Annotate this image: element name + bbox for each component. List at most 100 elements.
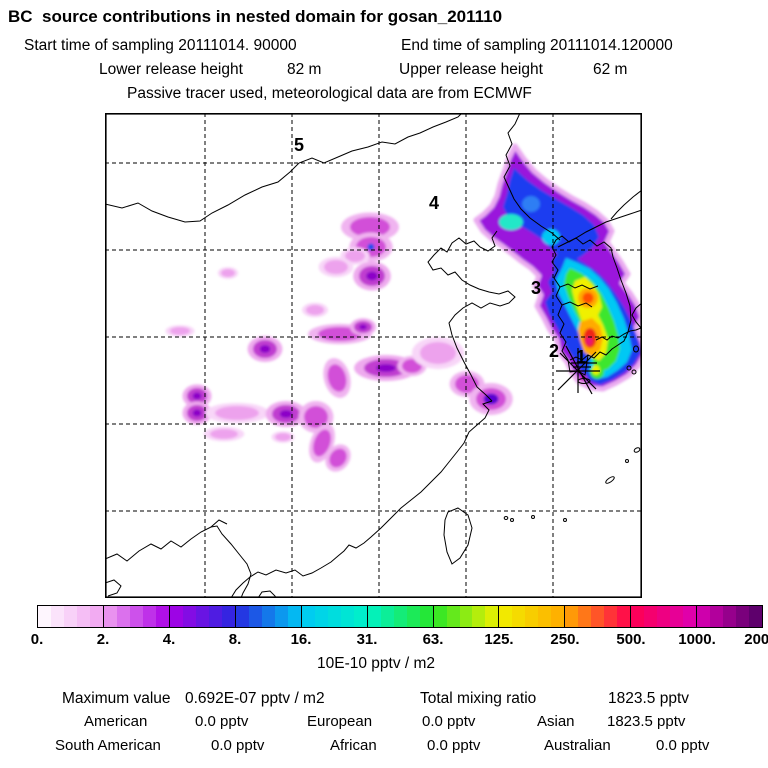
colorbar-cell (300, 606, 315, 627)
day-marker-1: 1 (576, 347, 586, 367)
colorbar-tick-2: 2. (96, 631, 110, 648)
australian-label: Australian (544, 737, 611, 754)
colorbar-cell (274, 606, 288, 627)
colorbar-cell (683, 606, 697, 627)
plume-contours (473, 143, 642, 392)
colorbar-cell (234, 606, 249, 627)
colorbar-cell (327, 606, 341, 627)
colorbar-cell (248, 606, 262, 627)
lower-release-value: 82 m (287, 61, 322, 78)
receptor-star-marker (556, 345, 600, 395)
total-mixing-ratio-value: 1823.5 pptv (608, 690, 690, 707)
colorbar-cell (208, 606, 222, 627)
colorbar-cell (498, 606, 513, 627)
colorbar-cell (142, 606, 156, 627)
asian-label: Asian (537, 713, 575, 730)
colorbar-cell (538, 606, 552, 627)
contribution-blobs (165, 212, 513, 472)
end-time-text: End time of sampling 20111014.120000 (401, 37, 673, 54)
colorbar-cell (76, 606, 90, 627)
plot-title: BC source contributions in nested domain… (8, 7, 503, 26)
colorbar-cell (551, 606, 565, 627)
american-label: American (84, 713, 148, 730)
day-marker-3: 3 (531, 278, 541, 298)
colorbar-cell (696, 606, 711, 627)
colorbar-cell (630, 606, 645, 627)
colorbar-cell (617, 606, 631, 627)
south-american-value: 0.0 pptv (211, 737, 265, 754)
colorbar-tick-4: 4. (162, 631, 176, 648)
colorbar-cell (459, 606, 473, 627)
map-svg: 5 4 3 2 1 (105, 113, 643, 598)
day-marker-5: 5 (294, 135, 304, 155)
colorbar-cell (670, 606, 684, 627)
day-marker-2: 2 (549, 341, 559, 361)
colorbar-tick-250: 250. (550, 631, 580, 648)
colorbar-cell (380, 606, 394, 627)
asian-value: 1823.5 pptv (607, 713, 686, 730)
colorbar-cell (182, 606, 196, 627)
taiwan-island (443, 507, 473, 565)
colorbar-cell (38, 606, 51, 627)
european-label: European (307, 713, 373, 730)
day-marker-labels: 5 4 3 2 1 (294, 135, 586, 367)
colorbar-tick-1000: 1000. (678, 631, 716, 648)
colorbar-cell (89, 606, 103, 627)
african-value: 0.0 pptv (427, 737, 481, 754)
maximum-value: 0.692E-07 pptv / m2 (185, 690, 325, 707)
colorbar-tick-labels: 0. 2. 4. 8. 16. 31. 63. 125. 250. 500. 1000. 2000. (0, 631, 768, 649)
colorbar-cell (591, 606, 605, 627)
colorbar-cell (261, 606, 275, 627)
start-time-text: Start time of sampling 20111014. 90000 (24, 37, 297, 54)
colorbar-cell (749, 606, 763, 627)
colorbar (37, 605, 763, 628)
colorbar-cell (710, 606, 724, 627)
colorbar-caption: 10E-10 pptv / m2 (317, 655, 436, 672)
lower-release-label: Lower release height (99, 61, 243, 78)
colorbar-cell (393, 606, 407, 627)
maximum-value-label: Maximum value (62, 690, 171, 707)
colorbar-cell (525, 606, 539, 627)
total-mixing-ratio-label: Total mixing ratio (420, 690, 537, 707)
colorbar-tick-125: 125. (484, 631, 514, 648)
tracer-note: Passive tracer used, meteorological data… (127, 85, 532, 102)
colorbar-cell (340, 606, 354, 627)
colorbar-cell (353, 606, 367, 627)
colorbar-cell (604, 606, 618, 627)
colorbar-cell (472, 606, 486, 627)
colorbar-tick-0: 0. (30, 631, 44, 648)
colorbar-cell (432, 606, 447, 627)
south-american-label: South American (55, 737, 161, 754)
african-label: African (330, 737, 377, 754)
colorbar-cell (578, 606, 592, 627)
colorbar-cell (644, 606, 658, 627)
colorbar-tick-31: 31. (356, 631, 378, 648)
colorbar-tick-500: 500. (616, 631, 646, 648)
colorbar-cell (168, 606, 183, 627)
colorbar-cell (102, 606, 117, 627)
colorbar-cell (63, 606, 77, 627)
colorbar-cell (50, 606, 64, 627)
australian-value: 0.0 pptv (656, 737, 710, 754)
colorbar-tick-2000: 2000. (744, 631, 768, 648)
colorbar-cell (155, 606, 169, 627)
colorbar-cell (221, 606, 235, 627)
colorbar-cell (406, 606, 420, 627)
colorbar-cell (512, 606, 526, 627)
map-frame (105, 113, 643, 598)
colorbar-cell (116, 606, 130, 627)
colorbar-cell (314, 606, 328, 627)
colorbar-cell (195, 606, 209, 627)
american-value: 0.0 pptv (195, 713, 249, 730)
day-marker-4: 4 (429, 193, 439, 213)
colorbar-cell (564, 606, 579, 627)
upper-release-label: Upper release height (399, 61, 543, 78)
coastlines (105, 113, 642, 598)
colorbar-cell (723, 606, 737, 627)
colorbar-cell (485, 606, 499, 627)
colorbar-cell (366, 606, 381, 627)
colorbar-cell (129, 606, 143, 627)
colorbar-tick-63: 63. (422, 631, 444, 648)
colorbar-cell (657, 606, 671, 627)
